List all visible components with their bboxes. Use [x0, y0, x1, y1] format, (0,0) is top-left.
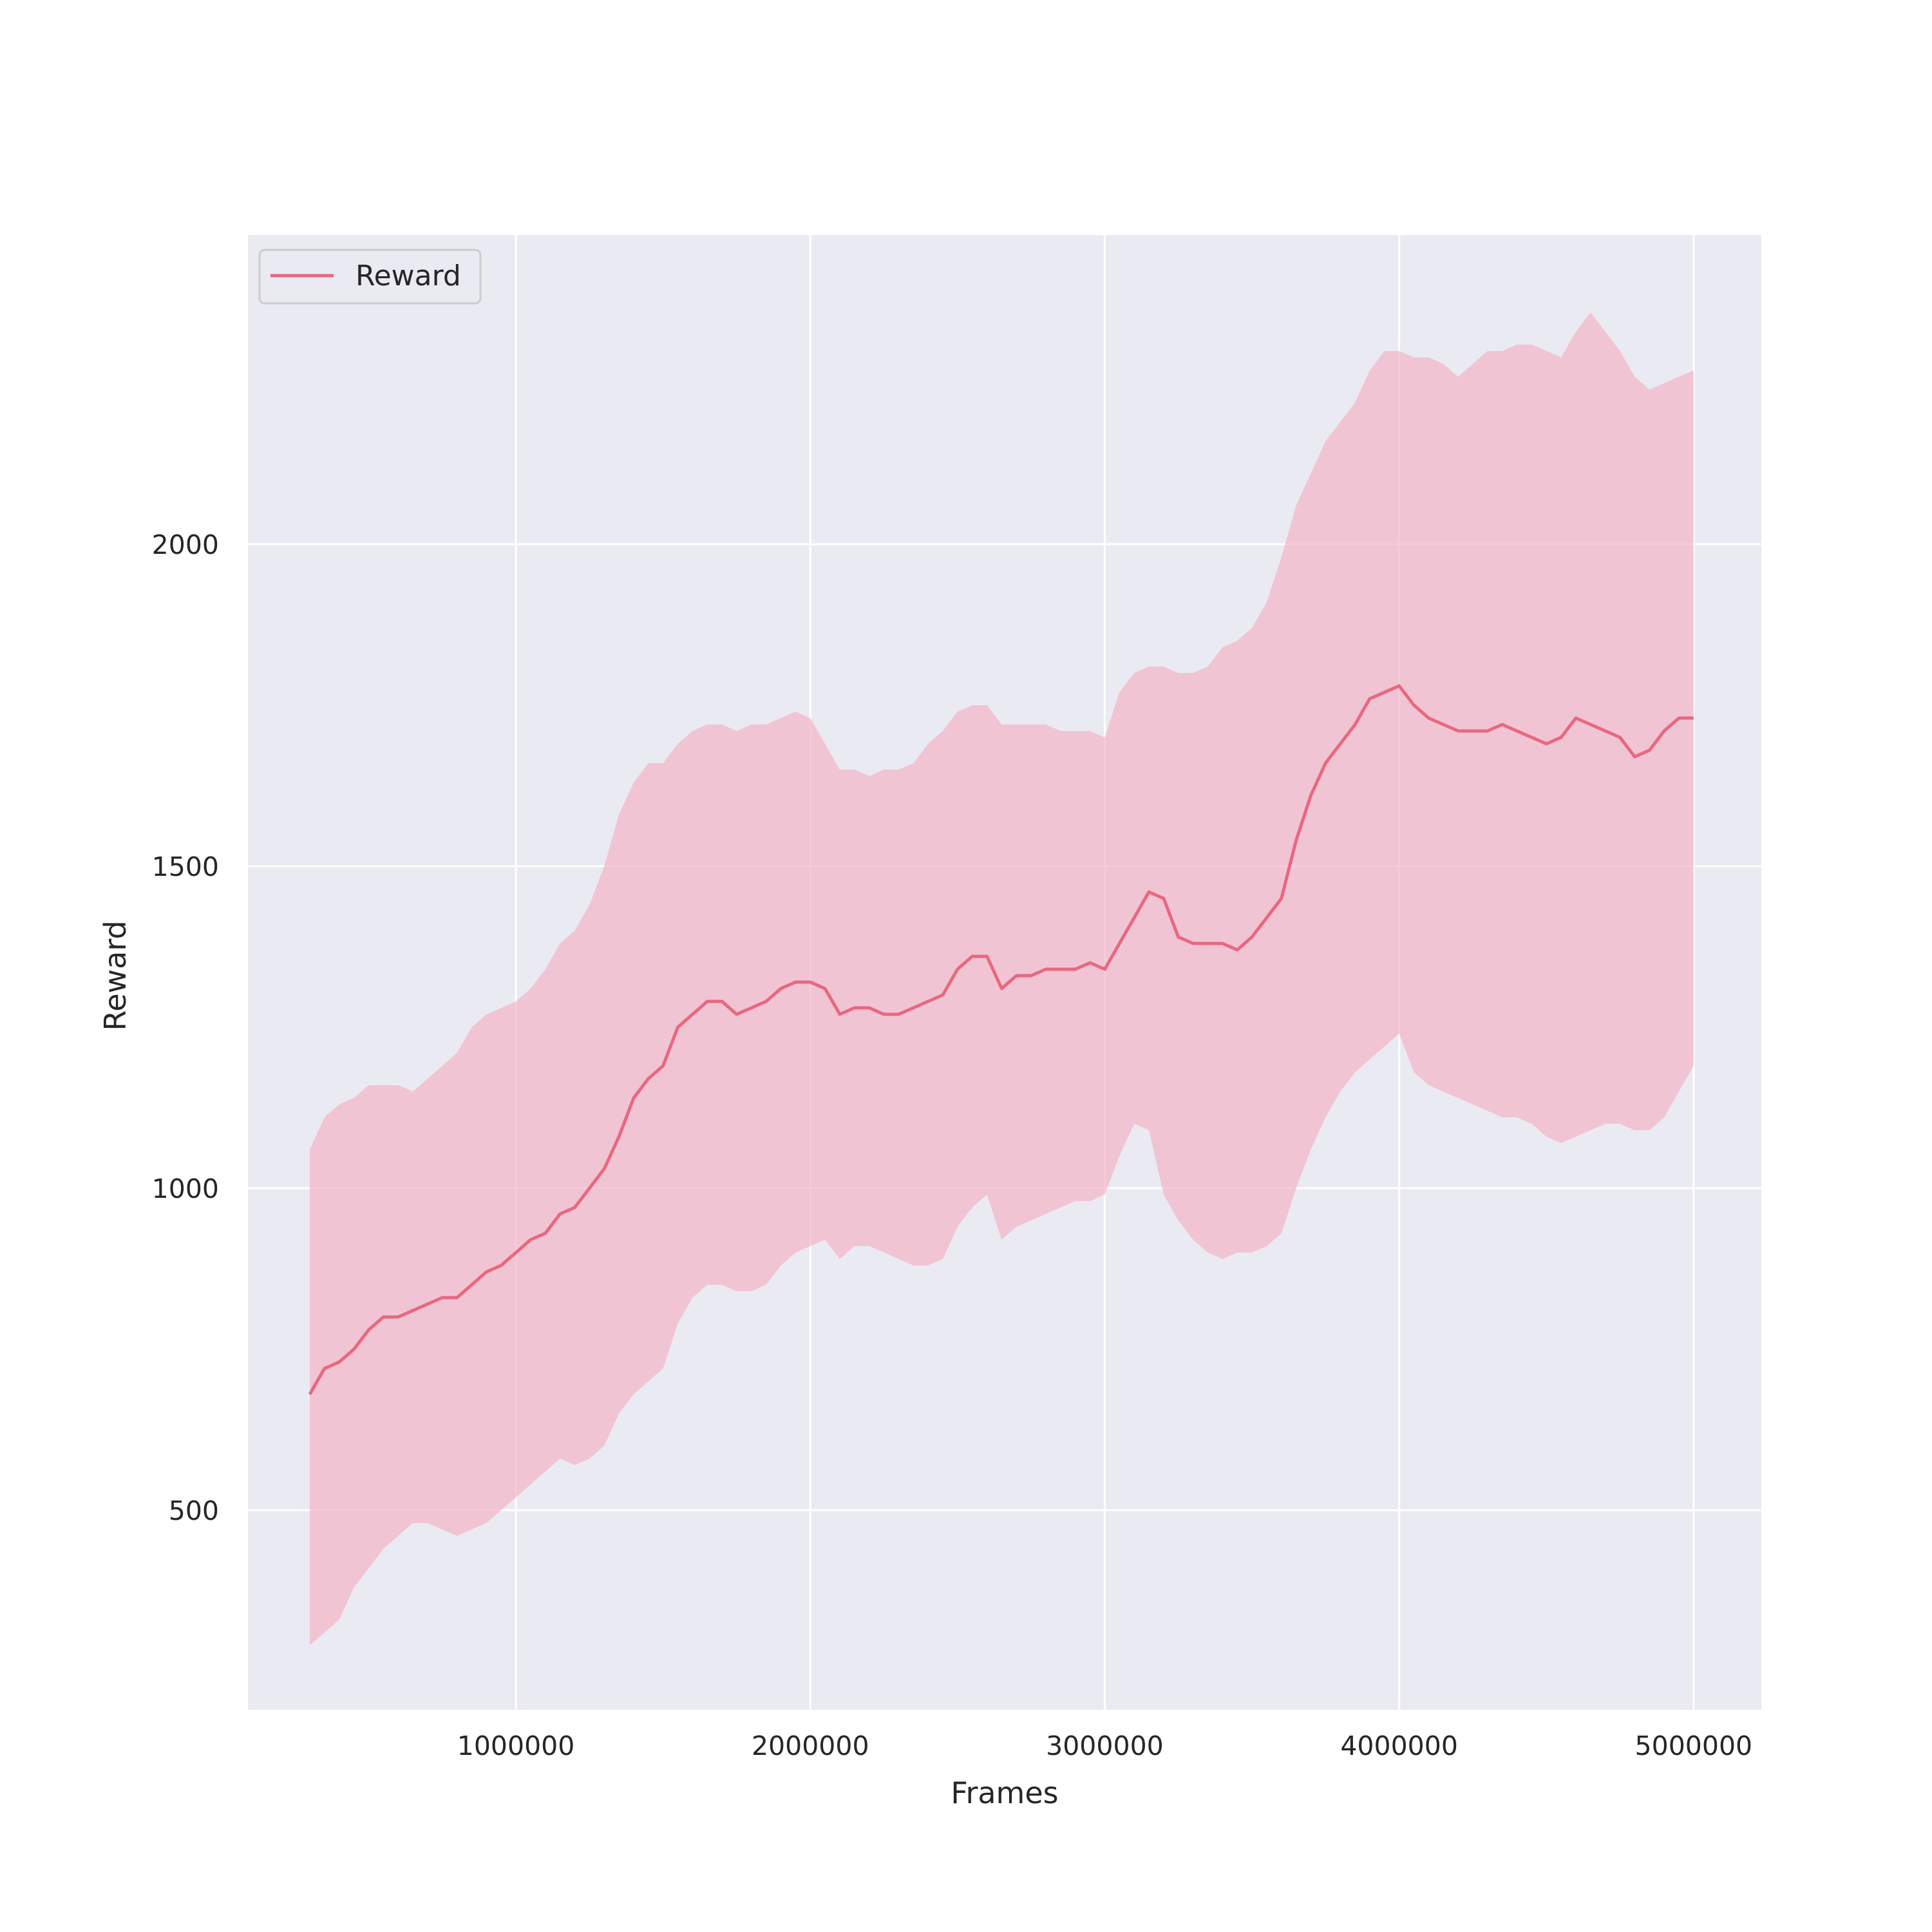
y-tick-label: 2000: [152, 529, 219, 560]
x-tick-label: 4000000: [1340, 1730, 1458, 1761]
y-axis-label: Reward: [98, 920, 133, 1030]
legend-box: [258, 249, 482, 305]
x-axis-label: Frames: [951, 1776, 1058, 1810]
x-axis-ticks: 1000000 2000000 3000000 4000000 5000000: [457, 1730, 1752, 1761]
reward-confidence-band: [310, 312, 1694, 1645]
y-tick-label: 1500: [152, 851, 219, 882]
legend-label: Reward: [355, 260, 461, 292]
reward-line: [308, 684, 1694, 1396]
y-tick-label: 1000: [152, 1173, 219, 1204]
y-axis-ticks: 500 1000 1500 2000: [152, 529, 219, 1526]
legend: Reward: [258, 249, 482, 305]
y-tick-label: 500: [169, 1495, 219, 1526]
x-tick-label: 1000000: [457, 1730, 575, 1761]
x-tick-label: 5000000: [1635, 1730, 1753, 1761]
x-tick-label: 2000000: [752, 1730, 869, 1761]
x-tick-label: 3000000: [1046, 1730, 1164, 1761]
